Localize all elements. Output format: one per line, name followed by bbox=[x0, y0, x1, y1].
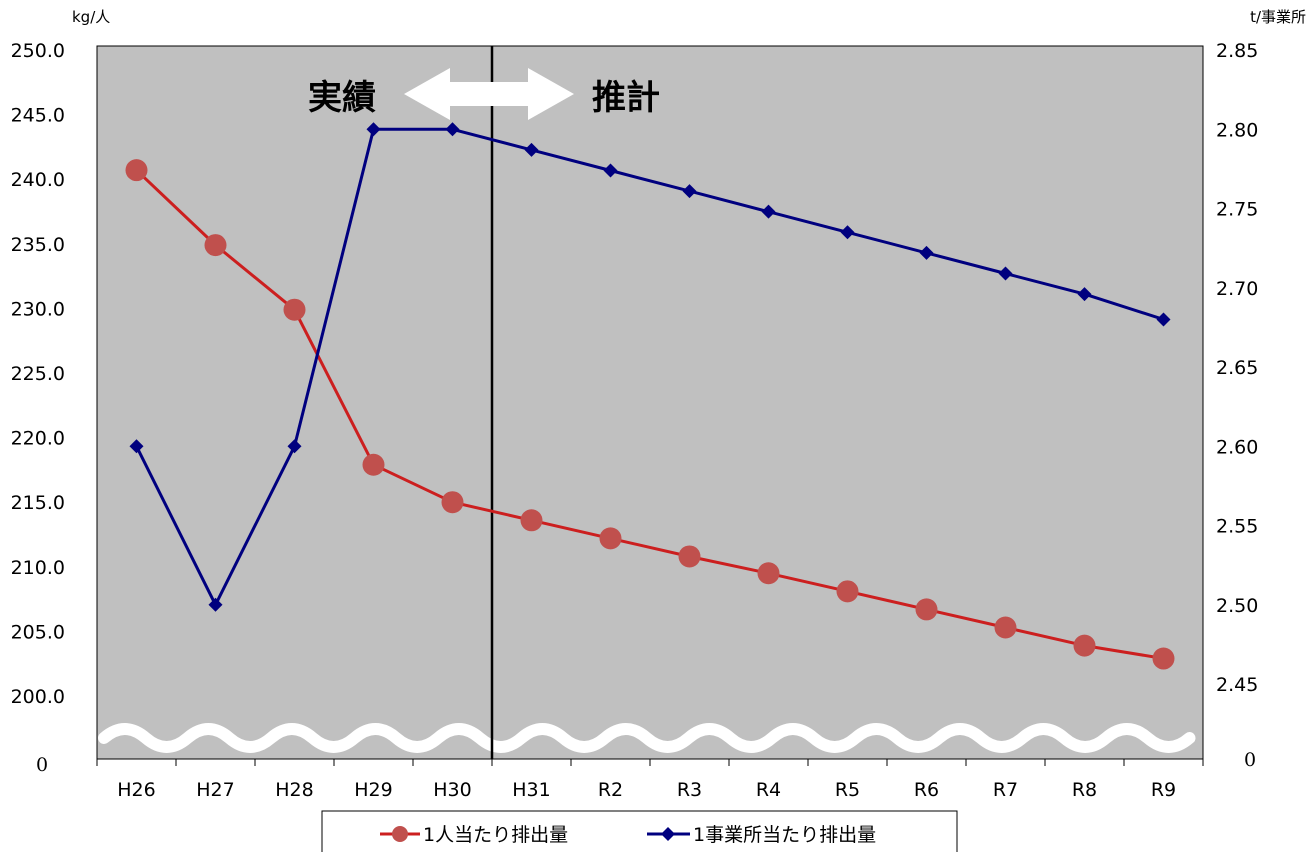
category-labels: H26 H27 H28 H29 H30 H31 R2 R3 R4 R5 R6 R7 R8 R9 bbox=[117, 779, 1176, 801]
series-1-point bbox=[441, 491, 464, 514]
series-2-point bbox=[208, 597, 223, 612]
left-tick-label: 235.0 bbox=[11, 234, 65, 256]
series-2-point bbox=[445, 122, 460, 137]
series-2-point bbox=[998, 266, 1013, 281]
plot-area bbox=[96, 45, 1204, 760]
category-label: H28 bbox=[275, 779, 313, 801]
right-tick-label: 2.70 bbox=[1216, 278, 1258, 300]
right-tick-label: 2.85 bbox=[1216, 40, 1258, 62]
category-label: H29 bbox=[354, 779, 392, 801]
series-1-point bbox=[283, 298, 306, 321]
legend-box bbox=[321, 810, 958, 852]
right-tick-label: 2.50 bbox=[1216, 595, 1258, 617]
series-1-point bbox=[204, 234, 227, 257]
right-axis-zero-label: 0 bbox=[1244, 749, 1256, 771]
category-label: H27 bbox=[196, 779, 234, 801]
series-1-point bbox=[520, 509, 543, 532]
series-1-point bbox=[757, 562, 780, 585]
left-tick-label: 205.0 bbox=[11, 621, 65, 643]
double-arrow bbox=[404, 68, 574, 120]
right-ticks: 2.85 2.80 2.75 2.70 2.65 2.60 2.55 2.50 2.45 bbox=[1216, 40, 1258, 696]
series-1-point bbox=[599, 527, 622, 550]
category-label: H30 bbox=[433, 779, 471, 801]
series-line-1 bbox=[135, 169, 1164, 660]
series-1-point bbox=[678, 545, 701, 568]
right-tick-label: 2.65 bbox=[1216, 357, 1258, 379]
series-2-point bbox=[603, 163, 618, 178]
series-1-point bbox=[1152, 647, 1175, 670]
category-label: R4 bbox=[756, 779, 781, 801]
series-2-point bbox=[287, 439, 302, 454]
series-2-point bbox=[366, 122, 381, 137]
series-2-point bbox=[761, 204, 776, 219]
left-tick-label: 240.0 bbox=[11, 169, 65, 191]
legend-marker-1 bbox=[392, 826, 408, 842]
category-label: H26 bbox=[117, 779, 155, 801]
legend-marker-2 bbox=[661, 827, 675, 841]
legend-label-2: 1事業所当たり排出量 bbox=[693, 824, 876, 846]
right-tick-label: 2.80 bbox=[1216, 119, 1258, 141]
series-1-point bbox=[125, 159, 148, 182]
series-2-point bbox=[1156, 312, 1171, 327]
series-1-point bbox=[915, 598, 938, 621]
category-label: R3 bbox=[677, 779, 702, 801]
left-tick-label: 225.0 bbox=[11, 363, 65, 385]
left-ticks: 250.0 245.0 240.0 235.0 230.0 225.0 220.0 215.0… bbox=[11, 40, 65, 708]
category-label: R8 bbox=[1072, 779, 1097, 801]
series-markers bbox=[125, 122, 1175, 670]
series-1-point bbox=[994, 616, 1017, 639]
series-2-point bbox=[682, 184, 697, 199]
left-tick-label: 215.0 bbox=[11, 492, 65, 514]
right-tick-label: 2.55 bbox=[1216, 516, 1258, 538]
series-2-point bbox=[840, 225, 855, 240]
series-1-point bbox=[1073, 634, 1096, 657]
right-axis-unit: t/事業所 bbox=[1250, 8, 1306, 26]
left-tick-label: 245.0 bbox=[11, 105, 65, 127]
left-tick-label: 200.0 bbox=[11, 686, 65, 708]
forecast-label: 推計 bbox=[592, 78, 660, 118]
legend: 1人当たり排出量 1事業所当たり排出量 bbox=[321, 810, 958, 852]
series-2-point bbox=[524, 142, 539, 157]
category-label: R9 bbox=[1151, 779, 1176, 801]
left-axis-zero-label: 0 bbox=[36, 754, 48, 776]
right-tick-label: 2.45 bbox=[1216, 674, 1258, 696]
series-1-point bbox=[362, 453, 385, 476]
category-label: R5 bbox=[835, 779, 860, 801]
left-tick-label: 210.0 bbox=[11, 557, 65, 579]
left-tick-label: 230.0 bbox=[11, 298, 65, 320]
right-tick-label: 2.60 bbox=[1216, 436, 1258, 458]
series-2-point bbox=[1077, 287, 1092, 302]
left-axis-unit: kg/人 bbox=[72, 8, 110, 26]
series-lines bbox=[135, 127, 1164, 660]
category-label: H31 bbox=[512, 779, 550, 801]
category-label: R6 bbox=[914, 779, 939, 801]
series-2-point bbox=[129, 439, 144, 454]
x-ticks bbox=[96, 759, 1204, 766]
actual-label: 実績 bbox=[308, 78, 376, 118]
right-tick-label: 2.75 bbox=[1216, 199, 1258, 221]
axis-break-wave bbox=[98, 723, 1196, 753]
legend-label-1: 1人当たり排出量 bbox=[423, 824, 568, 846]
series-1-point bbox=[836, 580, 859, 603]
left-tick-label: 250.0 bbox=[11, 40, 65, 62]
series-2-point bbox=[919, 245, 934, 260]
category-label: R7 bbox=[993, 779, 1018, 801]
left-tick-label: 220.0 bbox=[11, 428, 65, 450]
category-label: R2 bbox=[598, 779, 623, 801]
series-line-2 bbox=[135, 127, 1164, 607]
